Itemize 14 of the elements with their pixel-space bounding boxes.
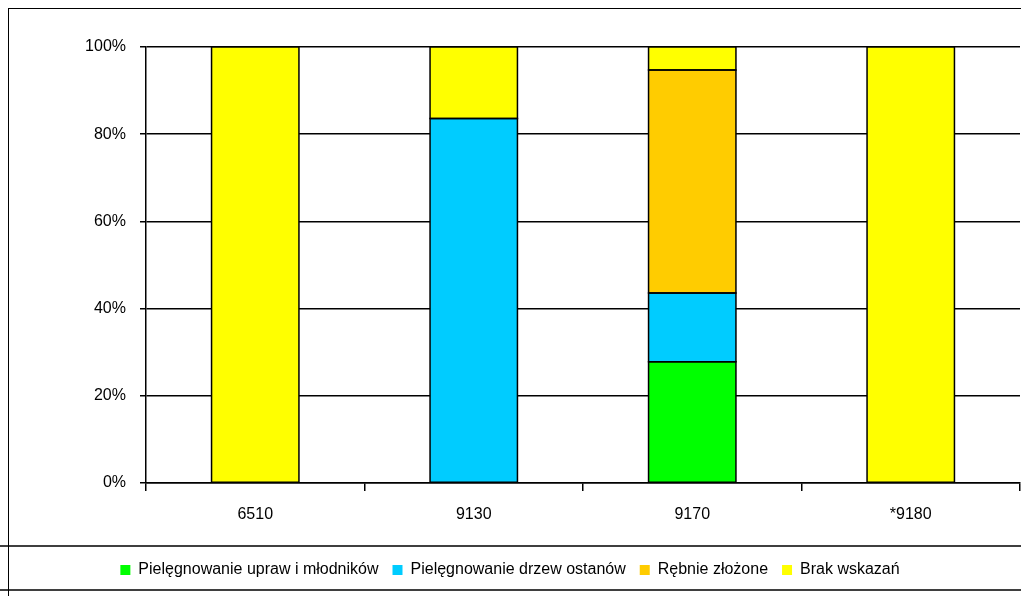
legend-label: Pielęgnowanie upraw i młodników [138,560,379,578]
x-tick-label: *9180 [889,505,932,523]
legend-label: Pielęgnowanie drzew ostanów [410,560,627,578]
legend-label: Rębnie złożone [657,560,769,578]
y-tick-label: 40% [93,299,126,317]
legend-label: Brak wskazań [800,560,900,578]
y-tick-label: 100% [85,37,126,55]
y-tick-label: 60% [93,211,126,229]
x-tick-label: 9170 [674,505,711,523]
x-tick-label: 9130 [455,505,492,523]
y-tick-label: 20% [93,386,126,404]
x-tick-label: 6510 [237,505,274,523]
y-tick-label: 80% [93,124,126,142]
y-tick-label: 0% [102,473,126,491]
